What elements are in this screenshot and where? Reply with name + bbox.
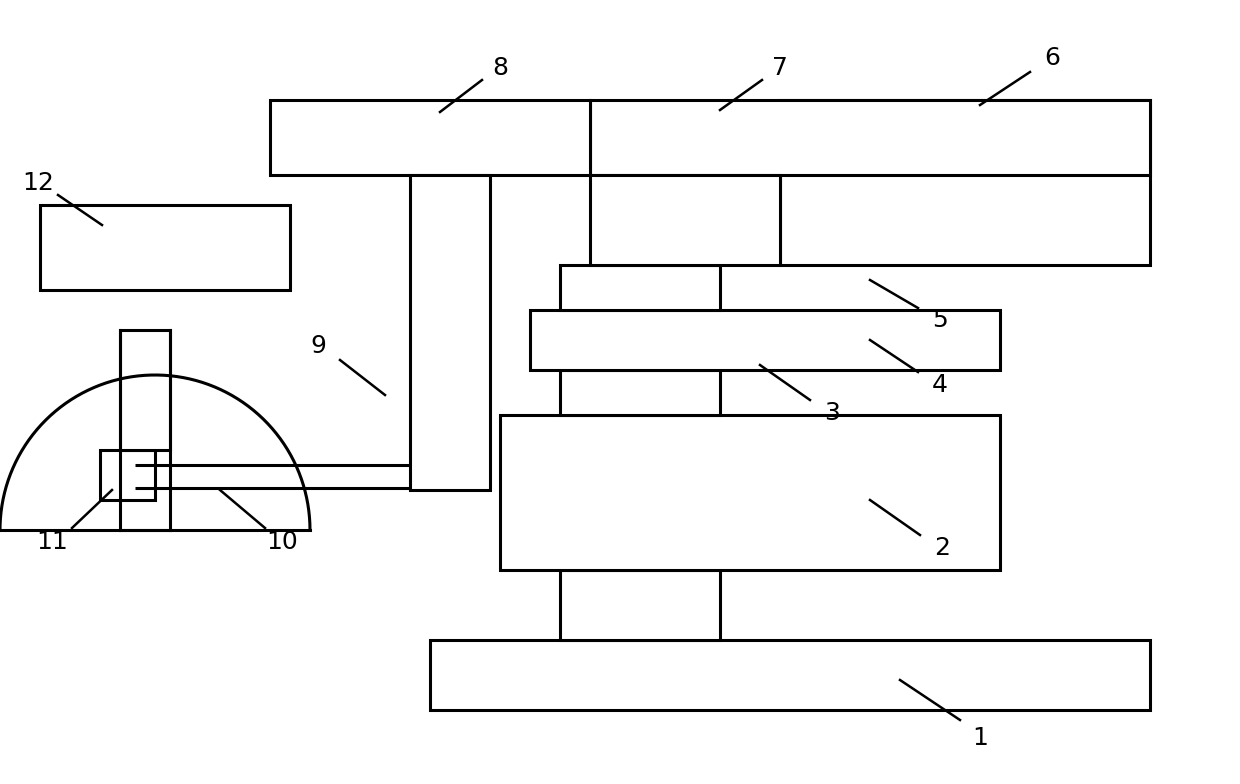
Bar [560, 265, 720, 310]
Text: 7: 7 [773, 56, 787, 80]
Bar [590, 175, 780, 265]
Text: 5: 5 [932, 308, 947, 332]
Bar [410, 175, 490, 490]
Text: 11: 11 [36, 530, 68, 554]
Text: 10: 10 [267, 530, 298, 554]
Text: 2: 2 [934, 536, 950, 560]
Text: 6: 6 [1044, 46, 1060, 70]
Bar [590, 100, 1149, 175]
Bar [560, 570, 720, 640]
Bar [270, 100, 590, 175]
Bar [100, 450, 155, 500]
Bar [780, 100, 1149, 265]
Text: 12: 12 [22, 171, 53, 195]
Bar [560, 370, 720, 415]
Bar [529, 310, 999, 370]
Text: 8: 8 [492, 56, 508, 80]
Text: 4: 4 [932, 373, 949, 397]
Bar [120, 330, 170, 450]
Text: 9: 9 [310, 334, 326, 358]
Bar [40, 205, 290, 290]
Text: 1: 1 [972, 726, 988, 750]
Text: 3: 3 [825, 401, 839, 425]
Bar [500, 415, 999, 570]
Bar [430, 640, 1149, 710]
